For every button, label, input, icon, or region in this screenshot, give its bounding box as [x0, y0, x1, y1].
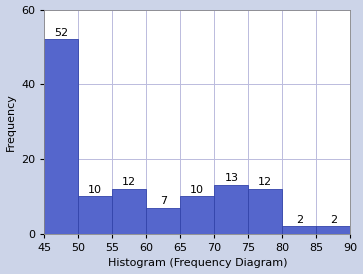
Text: 13: 13: [224, 173, 238, 183]
Bar: [112, 189, 146, 234]
Bar: [214, 185, 248, 234]
Bar: [317, 226, 350, 234]
Bar: [146, 208, 180, 234]
Text: 2: 2: [330, 215, 337, 224]
Text: 10: 10: [88, 185, 102, 195]
Text: 12: 12: [122, 177, 136, 187]
Text: 10: 10: [190, 185, 204, 195]
Bar: [78, 196, 112, 234]
Bar: [180, 196, 214, 234]
Bar: [248, 189, 282, 234]
Bar: [282, 226, 317, 234]
Text: 2: 2: [296, 215, 303, 224]
Text: 7: 7: [160, 196, 167, 206]
Y-axis label: Frequency: Frequency: [5, 93, 16, 151]
X-axis label: Histogram (Frequency Diagram): Histogram (Frequency Diagram): [107, 258, 287, 269]
Text: 52: 52: [54, 28, 68, 38]
Bar: [44, 39, 78, 234]
Text: 12: 12: [258, 177, 272, 187]
